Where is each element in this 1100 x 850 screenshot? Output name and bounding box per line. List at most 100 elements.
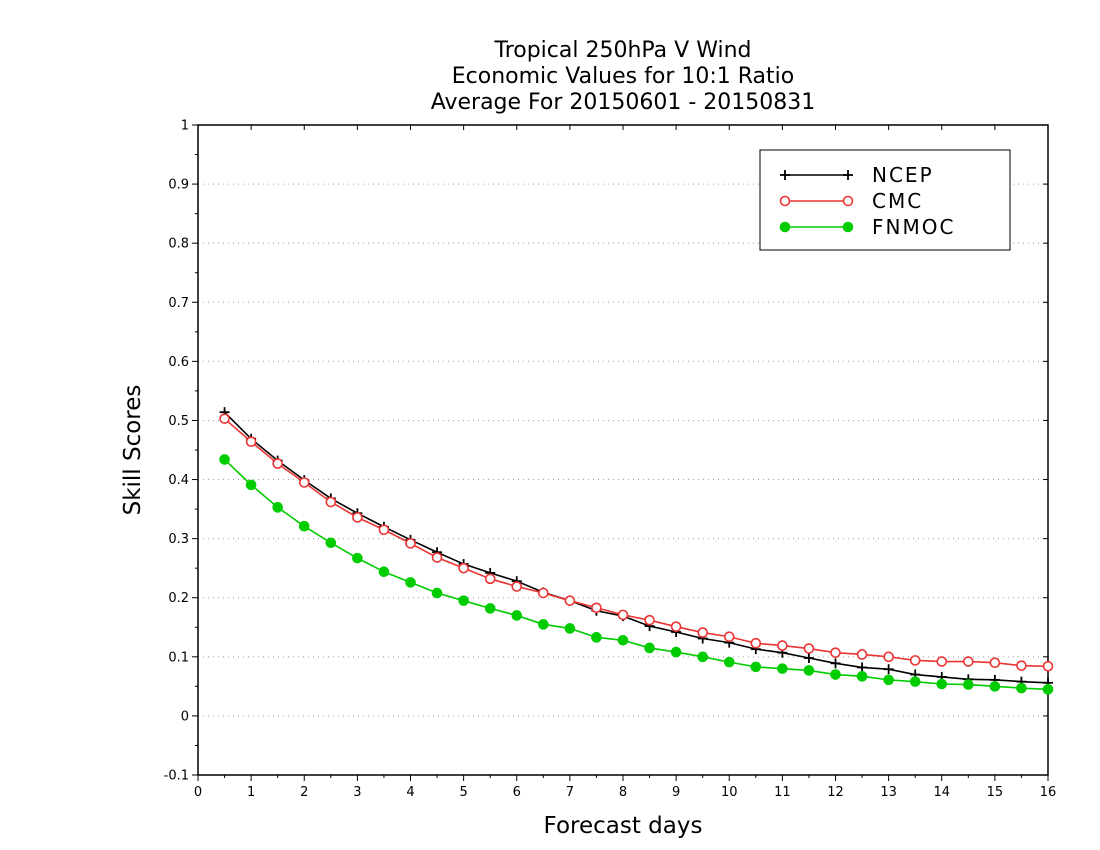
data-point-ncep — [830, 658, 841, 669]
legend-item-ncep: NCEP — [780, 163, 932, 187]
y-tick-label: 0 — [181, 709, 189, 724]
series-cmc — [219, 413, 1054, 672]
x-tick-label: 1 — [247, 785, 255, 800]
legend-marker-start — [780, 170, 790, 180]
data-point-cmc — [989, 657, 1001, 669]
legend-marker-end — [842, 195, 854, 207]
data-point-cmc — [777, 640, 788, 651]
data-point-cmc — [405, 538, 416, 549]
data-point-fnmoc — [564, 623, 576, 634]
x-tick-label: 7 — [566, 785, 574, 800]
data-point-fnmoc — [750, 661, 762, 673]
data-point-cmc — [697, 627, 708, 638]
data-point-cmc — [1016, 660, 1027, 671]
x-tick-label: 6 — [513, 785, 521, 800]
data-point-cmc — [963, 656, 974, 667]
data-point-cmc — [352, 512, 363, 523]
legend-marker-start — [779, 221, 791, 233]
series-line-ncep — [223, 411, 1049, 684]
x-tick-label: 15 — [987, 785, 1004, 800]
y-tick-label: 1 — [181, 119, 189, 134]
data-point-fnmoc — [723, 656, 735, 668]
x-tick-label: 10 — [721, 785, 738, 800]
series-fnmoc — [219, 454, 1054, 695]
data-point-fnmoc — [803, 665, 815, 676]
series-ncep — [219, 407, 1053, 688]
y-tick-label: 0.1 — [168, 650, 189, 665]
x-tick-label: 8 — [619, 785, 627, 800]
data-point-cmc — [936, 656, 948, 667]
x-tick-label: 11 — [774, 785, 791, 800]
data-point-cmc — [511, 581, 523, 592]
data-point-cmc — [856, 649, 868, 660]
data-point-cmc — [670, 621, 682, 632]
data-point-cmc — [1042, 660, 1054, 672]
data-point-fnmoc — [298, 520, 310, 532]
data-point-cmc — [803, 643, 815, 654]
data-point-fnmoc — [538, 619, 549, 630]
data-point-ncep — [803, 653, 814, 663]
data-point-fnmoc — [272, 502, 283, 513]
x-tick-label: 13 — [880, 785, 897, 800]
x-tick-label: 12 — [827, 785, 844, 800]
y-tick-label: 0.4 — [168, 473, 189, 488]
legend-item-cmc: CMC — [779, 189, 923, 213]
data-point-fnmoc — [591, 632, 602, 643]
x-tick-label: 0 — [194, 785, 202, 800]
x-tick-label: 3 — [353, 785, 361, 800]
axes-layer — [192, 124, 1049, 781]
data-point-cmc — [272, 458, 283, 469]
data-point-cmc — [617, 609, 629, 621]
y-tick-label: 0.2 — [168, 591, 189, 606]
data-point-cmc — [458, 562, 469, 574]
data-point-fnmoc — [670, 646, 682, 658]
data-point-fnmoc — [644, 642, 655, 654]
y-tick-label: 0.6 — [168, 355, 189, 370]
data-point-fnmoc — [830, 669, 841, 680]
data-point-cmc — [644, 614, 655, 626]
y-tick-label: -0.1 — [164, 769, 189, 784]
data-point-ncep — [857, 662, 868, 673]
legend-marker-end — [842, 221, 854, 233]
x-tick-label: 5 — [459, 785, 467, 800]
y-axis-title: Skill Scores — [120, 385, 146, 516]
data-point-cmc — [723, 631, 735, 643]
chart-title-line-3: Average For 20150601 - 20150831 — [431, 90, 816, 115]
chart-title-line-2: Economic Values for 10:1 Ratio — [452, 64, 794, 89]
x-tick-label: 16 — [1040, 785, 1057, 800]
x-tick-label: 14 — [933, 785, 950, 800]
data-point-fnmoc — [511, 610, 523, 621]
data-point-fnmoc — [883, 674, 894, 686]
data-point-cmc — [484, 573, 496, 585]
data-point-cmc — [378, 524, 390, 536]
series-line-fnmoc — [224, 458, 1049, 691]
data-point-fnmoc — [378, 566, 390, 578]
data-point-fnmoc — [484, 603, 496, 614]
data-point-cmc — [909, 655, 921, 666]
data-point-fnmoc — [325, 537, 337, 549]
data-point-cmc — [431, 552, 443, 563]
x-tick-label: 4 — [406, 785, 414, 800]
data-point-cmc — [591, 602, 602, 614]
series-layer — [219, 407, 1054, 695]
data-point-fnmoc — [245, 479, 257, 491]
data-point-cmc — [219, 413, 230, 424]
data-point-fnmoc — [989, 681, 1001, 692]
data-point-cmc — [830, 647, 841, 658]
data-point-fnmoc — [1042, 684, 1054, 695]
grid-layer — [198, 183, 1048, 717]
data-point-cmc — [564, 595, 576, 606]
data-point-cmc — [298, 477, 310, 488]
data-point-fnmoc — [909, 676, 921, 687]
data-point-cmc — [325, 496, 337, 508]
legend-label: CMC — [872, 189, 923, 213]
labels-layer: 0 1 2 3 4 5 6 7 8 9 10 11 12 13 14 15 16-0.100.10.20.30.… — [120, 38, 1056, 839]
data-point-cmc — [750, 637, 762, 649]
y-tick-label: 0.9 — [168, 178, 189, 193]
data-point-ncep — [883, 664, 894, 675]
y-tick-label: 0.3 — [168, 532, 189, 547]
data-point-fnmoc — [777, 663, 788, 674]
y-tick-label: 0.5 — [168, 414, 189, 429]
